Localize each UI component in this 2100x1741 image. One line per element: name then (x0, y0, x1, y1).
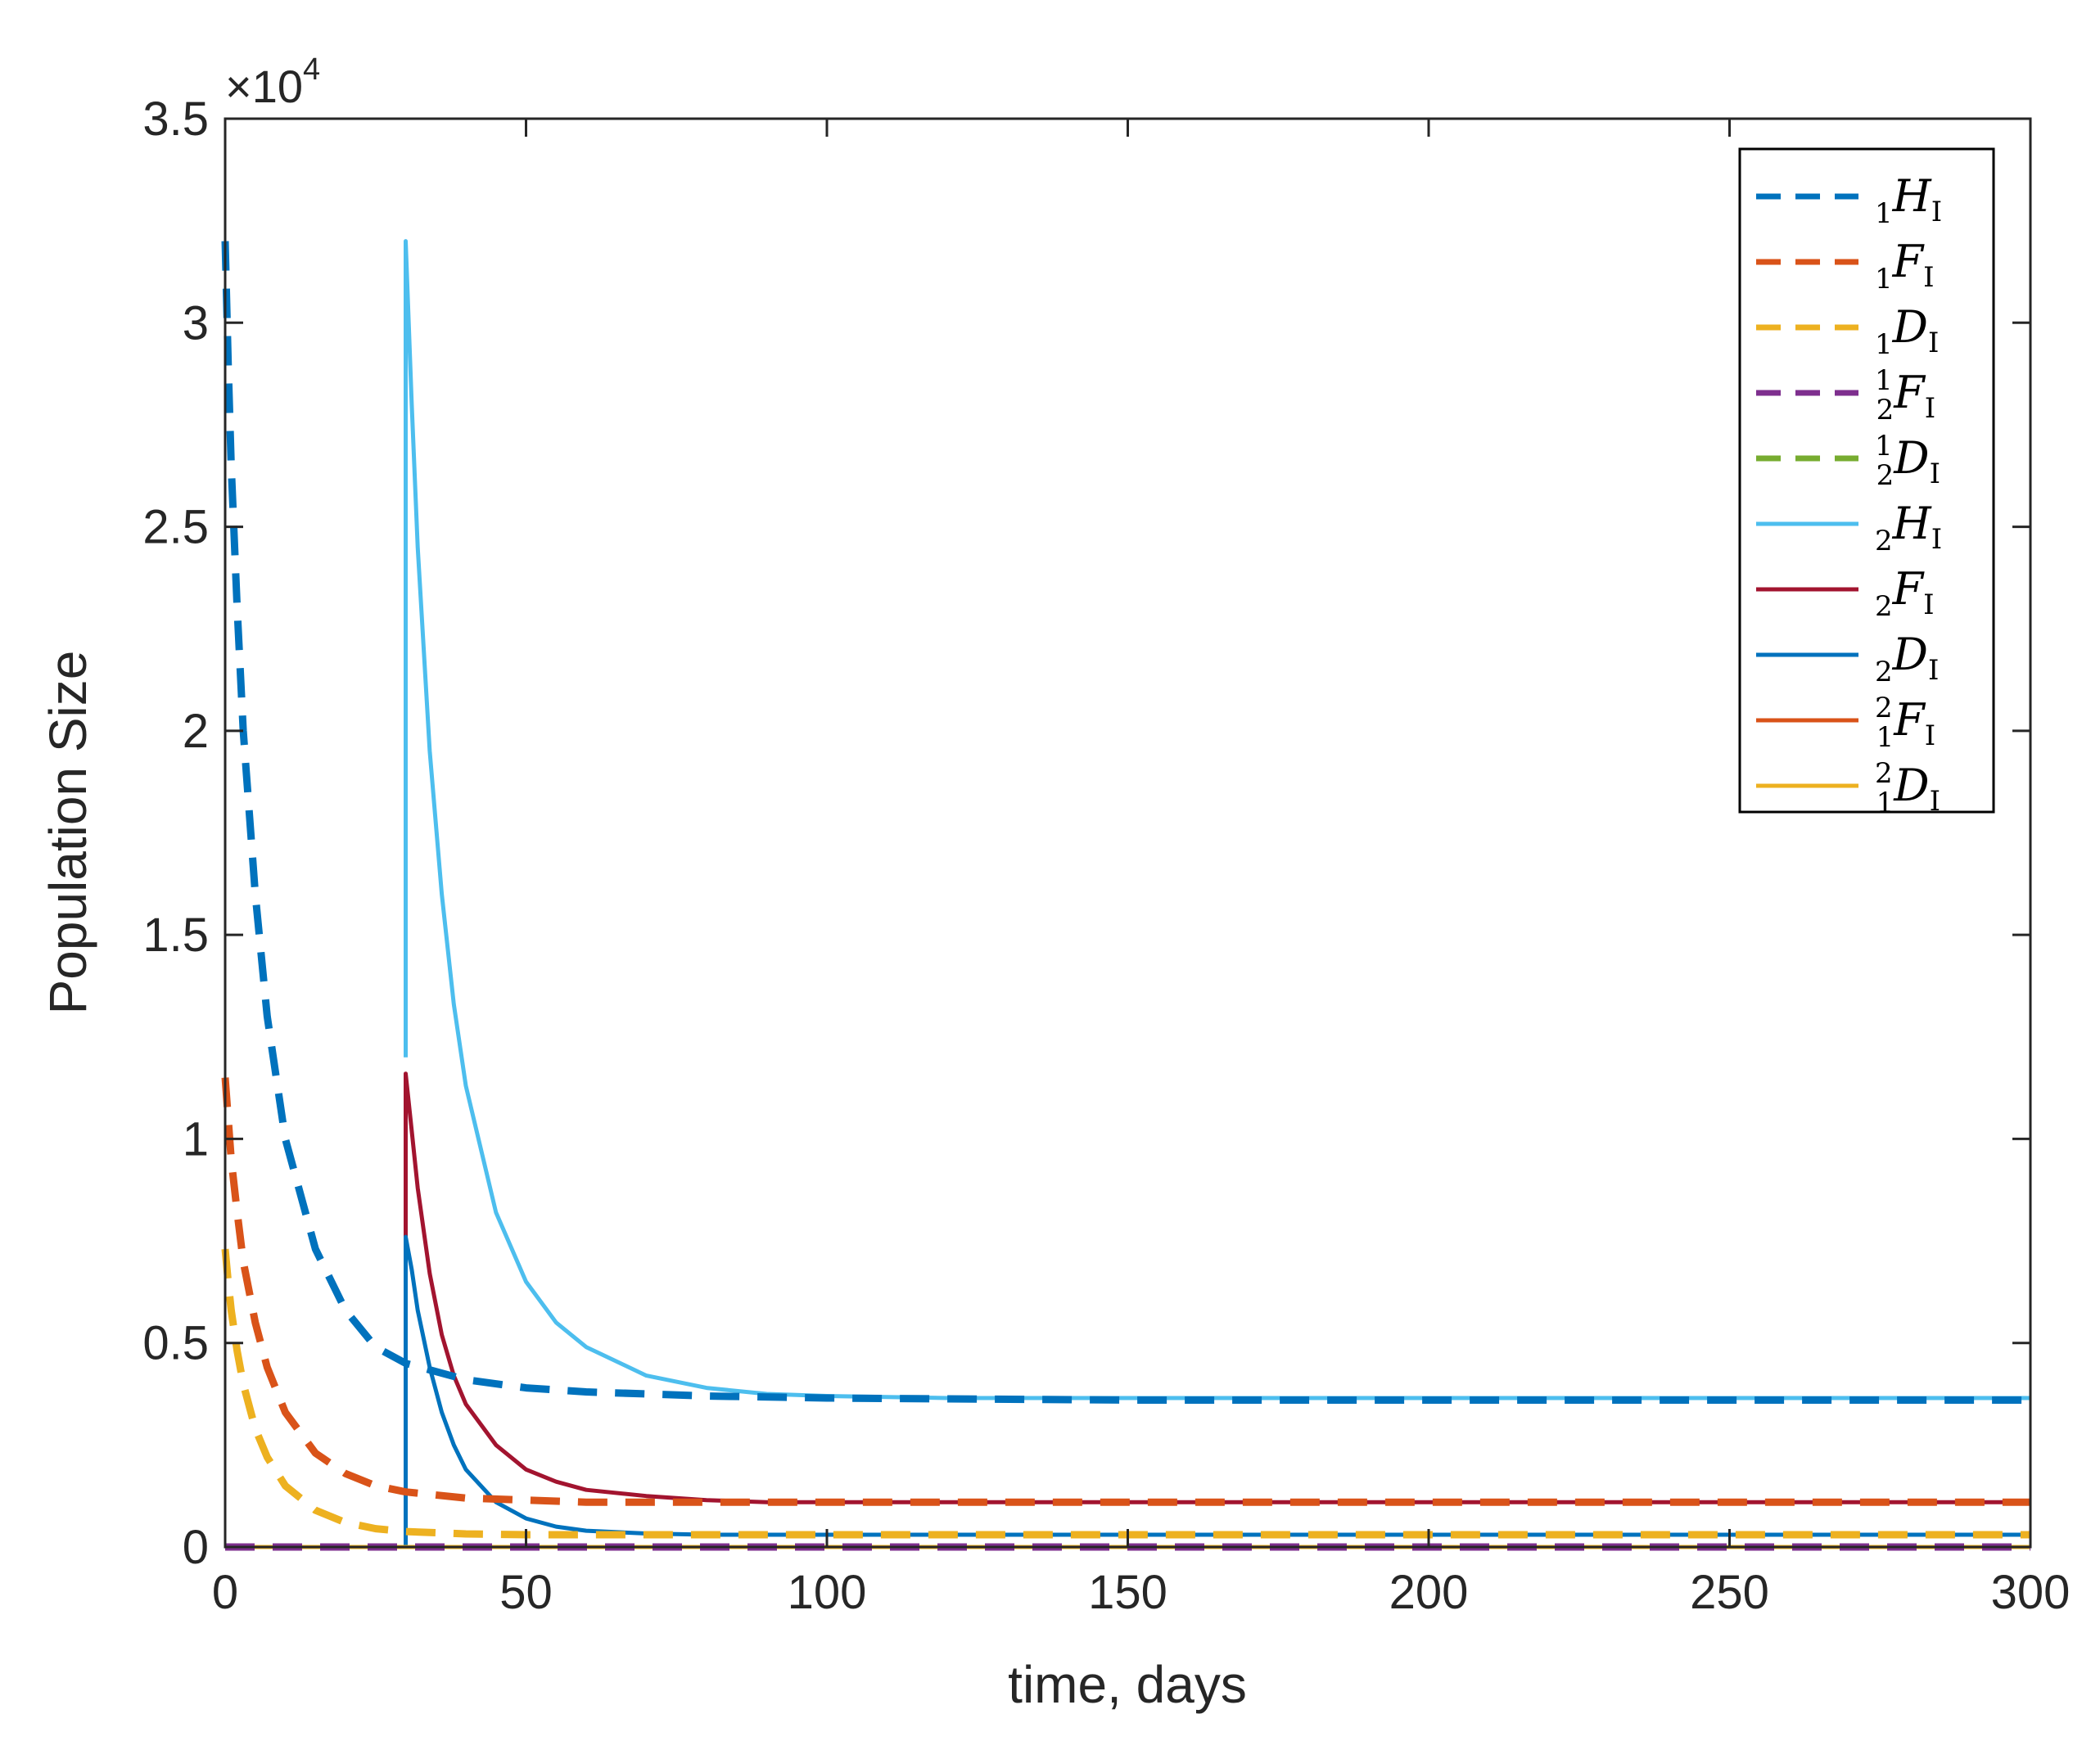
x-axis-label: time, days (1008, 1655, 1247, 1714)
y-tick-label: 1 (183, 1112, 209, 1166)
x-tick-label: 200 (1389, 1566, 1469, 1619)
x-tick-label: 250 (1690, 1566, 1769, 1619)
x-tick-label: 150 (1088, 1566, 1167, 1619)
y-tick-label: 0 (183, 1521, 209, 1574)
y-tick-label: 2.5 (142, 501, 209, 554)
y-tick-label: 0.5 (142, 1317, 209, 1370)
y-multiplier-label: ×104 (225, 52, 320, 112)
y-tick-label: 1.5 (142, 909, 209, 962)
y-tick-label: 2 (183, 705, 209, 758)
x-tick-label: 100 (788, 1566, 867, 1619)
x-tick-label: 0 (212, 1566, 238, 1619)
legend-box (1740, 149, 1994, 812)
y-tick-label: 3.5 (142, 92, 209, 146)
chart-canvas: 0 50 100 150 200 250 300 0 0.5 1 1.5 2 2.5 3 3.5 ×104… (0, 0, 2100, 1741)
x-tick-label: 300 (1991, 1566, 2071, 1619)
x-tick-label: 50 (499, 1566, 553, 1619)
y-tick-label: 3 (183, 296, 209, 350)
y-axis-label: Population Size (38, 651, 97, 1015)
